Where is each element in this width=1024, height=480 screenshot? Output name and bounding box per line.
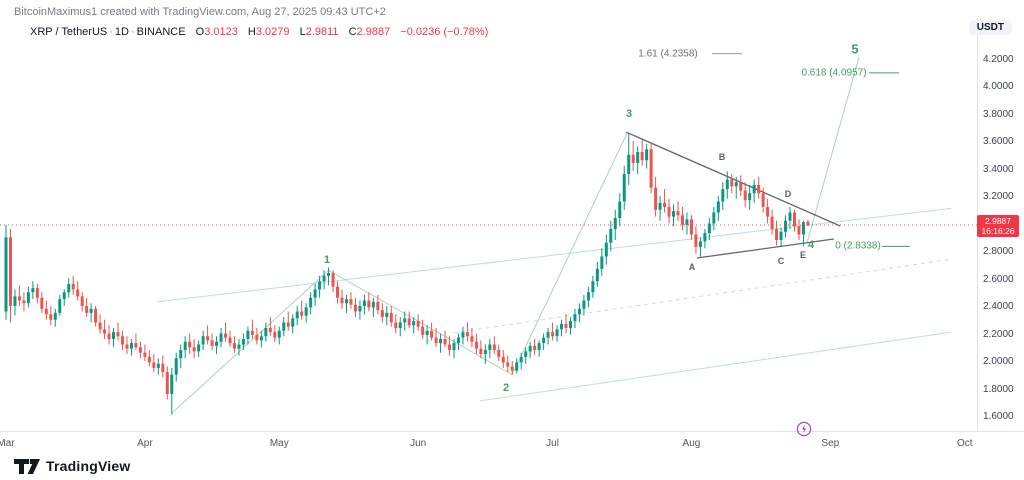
trendline[interactable] <box>171 269 329 414</box>
wave-label-B[interactable]: B <box>718 152 726 162</box>
time-tick-sep: Sep <box>821 438 840 449</box>
time-tick-apr: Apr <box>137 438 153 449</box>
trendlines[interactable] <box>156 56 952 414</box>
fib-label[interactable]: 0.618 (4.0957) <box>801 67 867 79</box>
tradingview-logo[interactable]: TradingView <box>14 458 130 474</box>
trendline[interactable] <box>328 269 513 376</box>
wave-label-C[interactable]: C <box>777 256 785 266</box>
ohlc-high: H3.0279 <box>247 26 290 38</box>
symbol-title[interactable]: XRP / TetherUS <box>30 26 108 38</box>
last-price-badge: 2.9887 16:16:26 <box>977 214 1019 237</box>
ohlc-close: C2.9887 <box>348 26 391 38</box>
wave-label-5[interactable]: 5 <box>851 41 859 57</box>
price-tick: 3.4000 <box>983 163 1014 175</box>
bar-countdown: 16:16:26 <box>981 225 1015 236</box>
price-tick: 3.2000 <box>983 191 1014 202</box>
price-tick: 2.4000 <box>983 301 1014 312</box>
trendline[interactable] <box>453 258 952 334</box>
candlestick-series[interactable] <box>4 132 810 415</box>
wave-label-A[interactable]: A <box>688 262 696 272</box>
time-tick-may: May <box>269 438 289 449</box>
wave-label-2[interactable]: 2 <box>502 382 510 394</box>
ohlc-open: O3.0123 <box>195 26 238 38</box>
interval-label[interactable]: 1D <box>114 26 129 38</box>
price-change: −0.0236 (−0.78%) <box>400 26 489 38</box>
time-tick-oct: Oct <box>956 438 973 449</box>
exchange-label[interactable]: BINANCE <box>136 26 186 38</box>
trendline[interactable] <box>479 331 952 402</box>
price-tick: 4.0000 <box>983 81 1014 92</box>
currency-badge[interactable]: USDT <box>968 20 1012 35</box>
fib-label[interactable]: 0 (2.8338) <box>835 240 881 252</box>
ohlc-low: L2.9811 <box>299 26 339 38</box>
price-tick: 4.2000 <box>983 53 1014 65</box>
trendline[interactable] <box>696 238 834 259</box>
trendline[interactable] <box>625 131 841 227</box>
trendline[interactable] <box>806 56 860 243</box>
time-tick-jul: Jul <box>546 438 559 449</box>
price-tick: 2.8000 <box>983 246 1014 257</box>
symbol-bar[interactable]: XRP / TetherUS · 1D · BINANCE O3.0123 H3.027… <box>30 26 489 38</box>
wave-label-E[interactable]: E <box>799 250 807 260</box>
price-tick: 1.8000 <box>983 383 1014 395</box>
time-tick-mar: Mar <box>0 438 15 449</box>
attribution-text: BitcoinMaximus1 created with TradingView… <box>14 6 386 18</box>
price-tick: 2.0000 <box>983 356 1014 367</box>
price-tick: 2.2000 <box>983 328 1014 340</box>
flash-idea-icon[interactable] <box>796 421 812 437</box>
price-tick: 2.6000 <box>983 273 1014 285</box>
price-tick: 3.8000 <box>983 108 1014 120</box>
wave-label-3[interactable]: 3 <box>625 108 633 120</box>
tradingview-logo-icon <box>14 458 40 474</box>
price-tick: 1.6000 <box>983 411 1014 422</box>
tradingview-logo-text: TradingView <box>46 458 131 474</box>
wave-label-D[interactable]: D <box>784 189 792 199</box>
price-tick: 3.6000 <box>983 136 1014 147</box>
time-axis-separator <box>0 431 1024 432</box>
wave-label-4[interactable]: 4 <box>807 239 815 251</box>
time-tick-aug: Aug <box>682 438 701 449</box>
wave-label-1[interactable]: 1 <box>323 254 331 266</box>
last-price-value: 2.9887 <box>985 215 1011 226</box>
time-tick-jun: Jun <box>410 438 427 449</box>
trendline[interactable] <box>511 133 628 375</box>
fib-label[interactable]: 1.61 (4.2358) <box>638 48 698 60</box>
trendline[interactable] <box>156 207 952 303</box>
